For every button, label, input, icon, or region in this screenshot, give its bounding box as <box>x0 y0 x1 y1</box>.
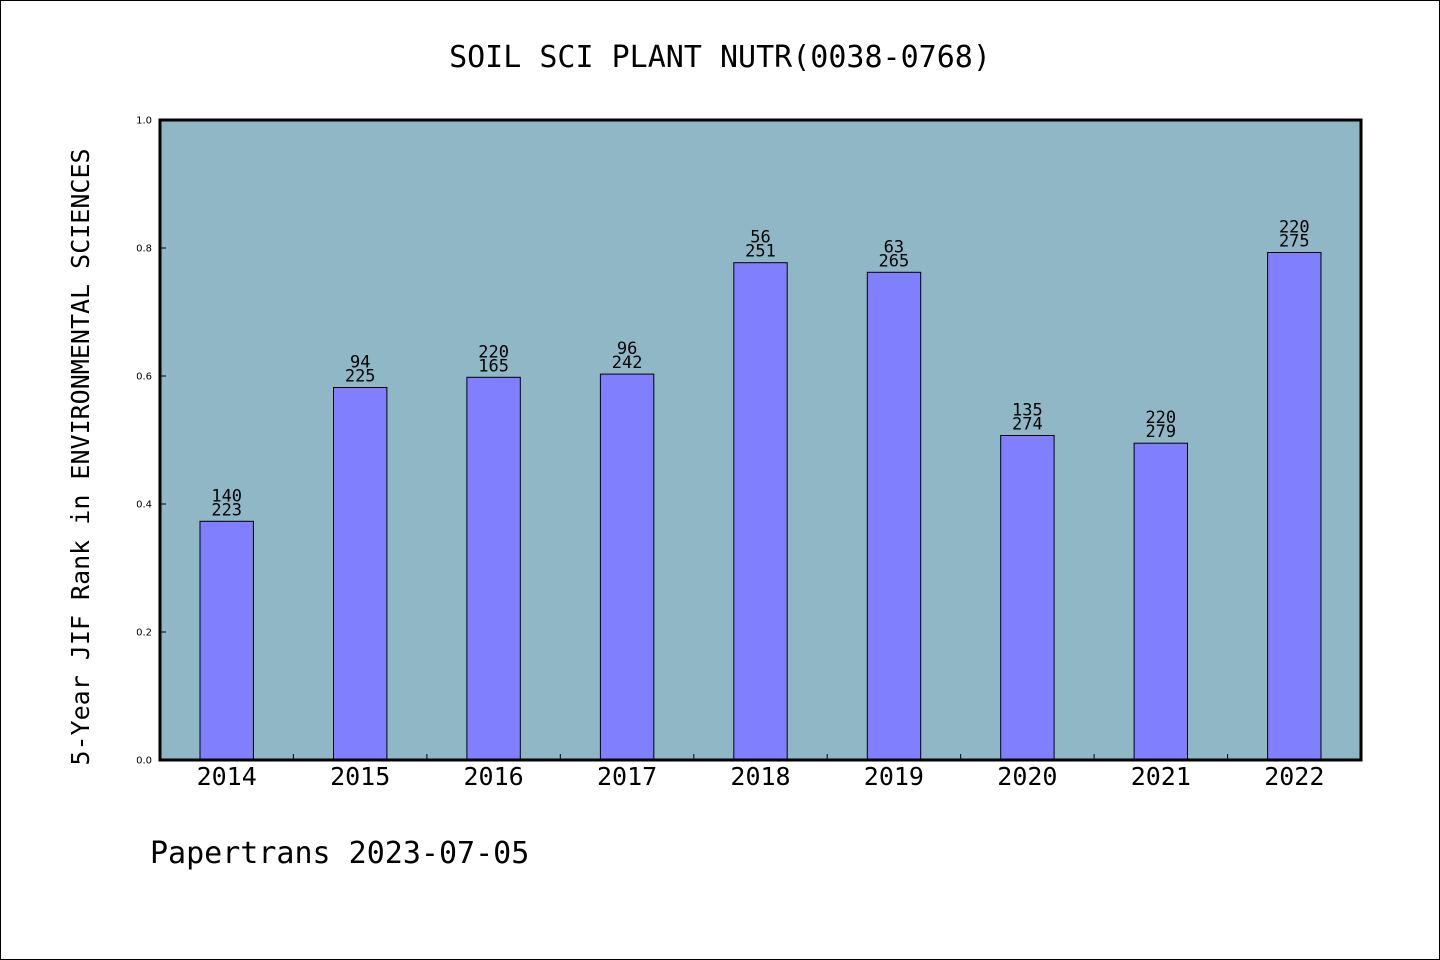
x-tick-label-2019: 2019 <box>864 762 924 791</box>
x-tick-label-2018: 2018 <box>730 762 790 791</box>
bar-2018 <box>733 262 788 761</box>
bar-label-top-2018: 56 <box>750 228 770 248</box>
x-tick-label-2017: 2017 <box>597 762 657 791</box>
bar-label-bottom-2014: 223 <box>211 500 242 520</box>
bar-label-bottom-2020: 274 <box>1012 415 1043 435</box>
bars <box>199 252 1322 761</box>
bar-label-top-2021: 220 <box>1145 408 1176 428</box>
y-tick-label: 0.2 <box>136 628 152 639</box>
bar-label-bottom-2019: 265 <box>879 251 910 271</box>
y-tick-label: 0.8 <box>136 244 152 255</box>
bar-2017 <box>599 373 655 761</box>
footer-text: Papertrans 2023-07-05 <box>150 836 529 871</box>
plot-border <box>158 118 1363 762</box>
bar-label-top-2015: 94 <box>350 353 370 373</box>
y-axis-label: 5-Year JIF Rank in ENVIRONMENTAL SCIENCE… <box>66 148 95 765</box>
bar-2015 <box>333 387 388 761</box>
bar-label-bottom-2015: 225 <box>345 367 376 387</box>
bar-2021 <box>1133 442 1188 761</box>
bar-2022 <box>1267 252 1322 761</box>
x-tick-label-2016: 2016 <box>463 762 523 791</box>
bar-label-top-2016: 220 <box>478 342 509 362</box>
bar-2016 <box>466 376 521 761</box>
y-tick-label: 1.0 <box>136 116 152 127</box>
bar-label-top-2022: 220 <box>1279 218 1310 238</box>
chart-title: SOIL SCI PLANT NUTR(0038-0768) <box>449 40 991 75</box>
x-tick-label-2021: 2021 <box>1131 762 1191 791</box>
bar-label-bottom-2017: 242 <box>612 353 643 373</box>
y-tick-label: 0.0 <box>136 756 152 767</box>
bar-2020 <box>1000 435 1055 761</box>
y-tick-label: 0.4 <box>136 500 152 511</box>
bar-2014 <box>199 520 254 761</box>
x-tick-label-2020: 2020 <box>997 762 1057 791</box>
bar-2019 <box>866 271 922 761</box>
bar-label-bottom-2018: 251 <box>745 242 776 262</box>
bar-label-top-2014: 140 <box>211 486 242 506</box>
bar-label-bottom-2021: 279 <box>1145 422 1176 442</box>
bar-label-top-2017: 96 <box>617 339 637 359</box>
axis-ticks: 2014 2015 2016 2017 2018 2019 2020 2021 2022 0.0 0… <box>136 116 1324 792</box>
bar-label-bottom-2022: 275 <box>1279 232 1310 252</box>
x-tick-label-2014: 2014 <box>197 762 257 791</box>
bar-label-top-2019: 63 <box>884 237 904 257</box>
bar-label-bottom-2016: 165 <box>478 356 509 376</box>
x-tick-label-2015: 2015 <box>330 762 390 791</box>
bar-label-top-2020: 135 <box>1012 401 1043 421</box>
y-tick-label: 0.6 <box>136 372 152 383</box>
x-tick-label-2022: 2022 <box>1264 762 1324 791</box>
